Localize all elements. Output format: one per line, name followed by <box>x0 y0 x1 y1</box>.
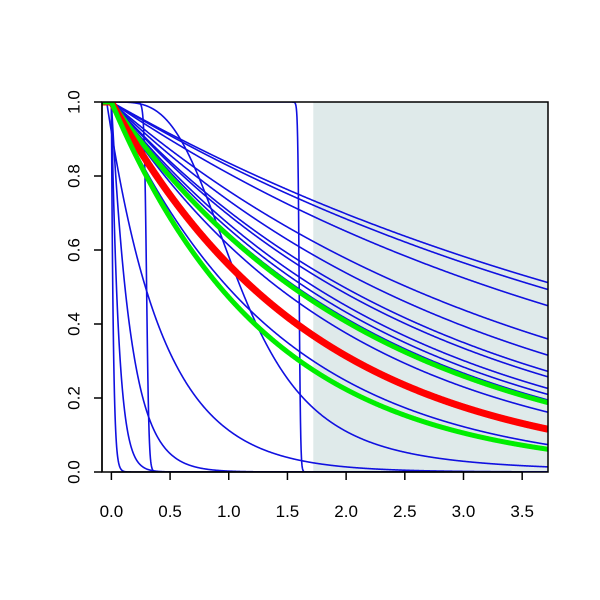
y-tick-label: 0.6 <box>65 238 84 262</box>
y-tick-label: 0.0 <box>65 460 84 484</box>
series-line-1-blue <box>102 102 548 284</box>
x-tick-label: 3.5 <box>510 502 534 521</box>
series-line-12-blue <box>102 102 548 446</box>
y-tick-label: 0.8 <box>65 164 84 188</box>
series-line-6-blue <box>102 102 548 373</box>
series-line-22-green <box>102 102 548 452</box>
x-tick-label: 2.5 <box>393 502 417 521</box>
x-tick-label: 0.0 <box>100 502 124 521</box>
series-line-7-blue <box>102 102 548 378</box>
series-line-11-blue <box>102 102 548 413</box>
shaded-region <box>313 102 548 472</box>
series-line-5-blue <box>102 102 548 356</box>
series-line-8-blue <box>102 102 548 390</box>
x-tick-label: 2.0 <box>334 502 358 521</box>
y-tick-label: 1.0 <box>65 90 84 114</box>
shaded-region-layer <box>313 102 548 472</box>
x-tick-label: 3.0 <box>452 502 476 521</box>
series-line-13-blue <box>102 102 548 468</box>
series-line-4-blue <box>102 102 548 340</box>
y-tick-label: 0.2 <box>65 386 84 410</box>
series-line-21-red <box>102 102 548 433</box>
series-line-20-green <box>102 102 548 406</box>
series-line-3-blue <box>102 102 548 307</box>
y-axis: 0.0 0.2 0.4 0.6 0.8 1.0 <box>65 90 103 484</box>
x-axis: 0.0 0.5 1.0 1.5 2.0 2.5 3.0 3.5 <box>100 471 534 521</box>
y-tick-label: 0.4 <box>65 312 84 336</box>
x-tick-label: 1.5 <box>276 502 300 521</box>
series-line-9-blue <box>102 102 548 396</box>
x-tick-label: 0.5 <box>158 502 182 521</box>
series-line-2-blue <box>102 102 548 291</box>
x-tick-label: 1.0 <box>217 502 241 521</box>
